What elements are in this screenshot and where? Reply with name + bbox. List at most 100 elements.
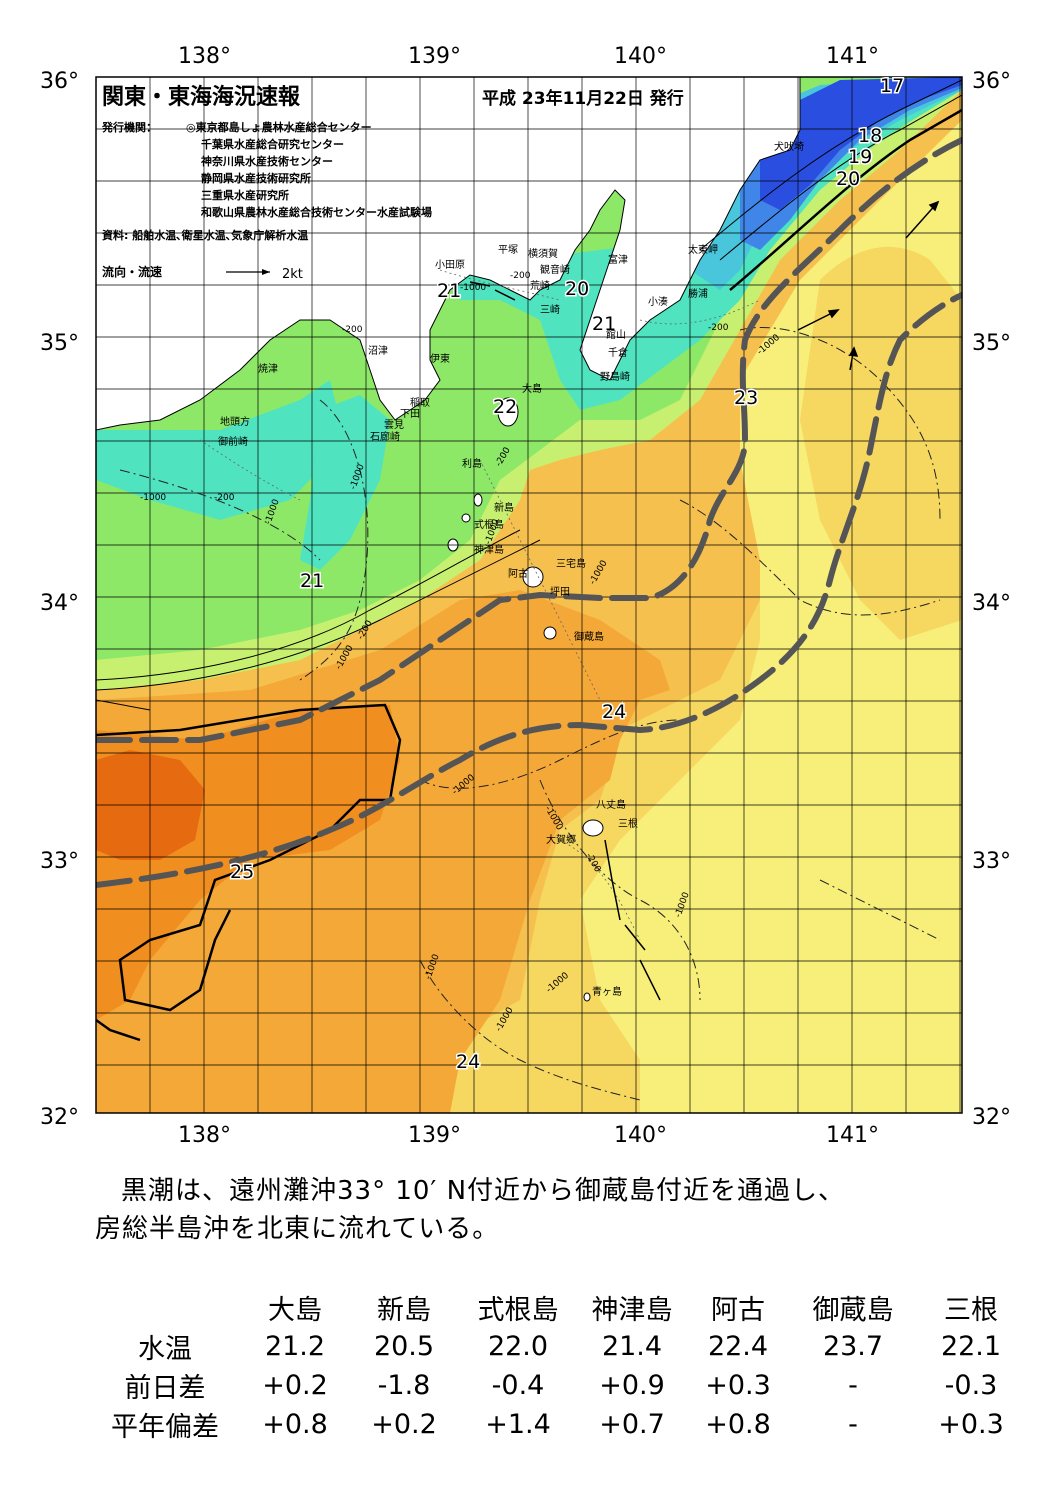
place-name: 三崎 — [540, 303, 560, 316]
table-cell: 22.1 — [940, 1331, 1002, 1362]
isotherm-label: 20 — [565, 278, 589, 300]
depth-contour — [739, 326, 941, 521]
table-cell: +0.3 — [705, 1370, 771, 1401]
publisher-4: 三重県水産研究所 — [201, 188, 289, 202]
map-frame — [95, 76, 963, 1114]
mikurajima-island — [543, 626, 557, 640]
place-name: 利島 — [462, 457, 482, 470]
lat-label-right: 34° — [972, 591, 1011, 616]
arrow-head — [848, 346, 859, 357]
isotherm-label: 24 — [456, 1051, 480, 1073]
table-cell: -1.8 — [377, 1370, 431, 1401]
place-name: 太東岬 — [688, 243, 718, 256]
current-arrow — [469, 281, 491, 287]
place-name: 三宅島 — [556, 557, 586, 570]
place-name: 焼津 — [258, 363, 278, 375]
table-row: 水温 21.2 20.5 22.0 21.4 22.4 23.7 22.1 — [90, 1327, 1026, 1366]
place-name: 阿古 — [508, 567, 528, 580]
summary-text: 黒潮は、遠州灘沖33° 10′ N付近から御蔵島付近を通過し、 房総半島沖を北東… — [95, 1172, 995, 1248]
table-row: 前日差 +0.2 -1.8 -0.4 +0.9 +0.3 - -0.3 — [90, 1366, 1026, 1405]
depth-contour — [419, 959, 641, 1101]
table-cell: +0.9 — [599, 1370, 665, 1401]
depth-contour — [559, 839, 641, 941]
table-cell: +0.2 — [371, 1409, 437, 1440]
isotherm-label: 21 — [300, 570, 324, 592]
isotherm-line — [96, 1018, 141, 1042]
column-header: 阿古 — [711, 1295, 765, 1326]
place-name: 野島崎 — [600, 370, 630, 383]
table-corner — [90, 1288, 240, 1327]
niijima-island — [461, 513, 471, 523]
publisher-2: 神奈川県水産技術センター — [201, 154, 333, 168]
publisher-5: 和歌山県農林水産総合技術センター水産試験場 — [201, 205, 432, 219]
isotherm-label: 18 — [858, 125, 882, 147]
row-label: 水温 — [138, 1334, 192, 1365]
legend-arrow-head — [262, 269, 270, 275]
table-cell: 21.4 — [601, 1331, 663, 1362]
table-cell: 23.7 — [822, 1331, 884, 1362]
lon-label-bottom: 138° — [178, 1123, 231, 1148]
place-name: 御蔵島 — [574, 630, 604, 643]
isotherm-line — [96, 699, 151, 711]
table-cell: +0.2 — [262, 1370, 328, 1401]
depth-label: -200 — [342, 325, 363, 335]
place-name: 稲取 — [410, 397, 430, 409]
lat-label-left: 32° — [40, 1105, 79, 1130]
lat-label-right: 35° — [972, 331, 1011, 356]
table-header-row: 大島 新島 式根島 神津島 阿古 御蔵島 三根 — [90, 1288, 1026, 1327]
row-label: 平年偏差 — [111, 1412, 219, 1443]
table-cell: 22.4 — [707, 1331, 769, 1362]
depth-contour — [539, 779, 701, 1001]
current-arrow — [494, 289, 516, 301]
honshu-coast — [96, 77, 801, 431]
place-name: 下田 — [400, 409, 420, 420]
place-name: 犬吠埼 — [774, 140, 804, 153]
place-name: 雲見 — [384, 419, 404, 431]
publisher-3: 静岡県水産技術研究所 — [201, 171, 311, 185]
column-header: 大島 — [268, 1295, 322, 1326]
lat-label-right: 36° — [972, 69, 1011, 94]
issue-date: 平成 23年11月22日 発行 — [482, 88, 684, 109]
table-cell: +1.4 — [485, 1409, 551, 1440]
depth-contour — [819, 879, 941, 941]
isotherm-label: 21 — [592, 313, 616, 335]
zone-20b — [96, 380, 340, 520]
isotherm-line — [729, 108, 962, 291]
legend-label: 流向・流速 — [102, 264, 162, 279]
place-name: 千倉 — [608, 346, 628, 359]
depth-label: -200 — [708, 323, 729, 333]
lat-label-left: 33° — [40, 849, 79, 874]
table-cell: +0.3 — [938, 1409, 1004, 1440]
depth-contours — [119, 326, 941, 1101]
lon-label-top: 141° — [826, 44, 879, 69]
depth-contour — [439, 269, 561, 301]
kuroshio-axis — [96, 137, 962, 888]
place-name: 八丈島 — [596, 798, 626, 811]
place-name: 神津島 — [474, 543, 504, 556]
lat-lon-grid — [96, 77, 962, 1113]
isotherm-label: 25 — [230, 861, 254, 883]
isotherm-label: 20 — [836, 168, 860, 190]
isotherm-label: 22 — [493, 396, 517, 418]
isotherm-label: 21 — [437, 280, 461, 302]
table-cell: +0.8 — [705, 1409, 771, 1440]
current-arrow — [639, 959, 661, 1001]
column-header: 式根島 — [477, 1295, 559, 1326]
summary-line-1: 黒潮は、遠州灘沖33° 10′ N付近から御蔵島付近を通過し、 — [121, 1176, 846, 1206]
depth-contour — [479, 459, 601, 701]
place-name: 式根島 — [474, 518, 504, 531]
place-name: 青ヶ島 — [592, 985, 622, 998]
place-name: 平塚 — [498, 244, 518, 256]
legend-speed: 2kt — [282, 267, 303, 282]
table-cell: +0.8 — [262, 1409, 328, 1440]
depth-label: -1000 — [140, 493, 166, 503]
place-name: 小湊 — [648, 295, 668, 308]
place-name: 石廊崎 — [370, 430, 400, 443]
table-cell: +0.7 — [599, 1409, 665, 1440]
place-name: 横須賀 — [528, 247, 558, 260]
oshima-island — [497, 397, 519, 427]
lat-label-left: 35° — [40, 331, 79, 356]
kuroshio-path-north — [96, 137, 962, 743]
observation-table: 大島 新島 式根島 神津島 阿古 御蔵島 三根 水温 21.2 20.5 22.… — [90, 1288, 1026, 1444]
table-cell: - — [848, 1409, 858, 1440]
